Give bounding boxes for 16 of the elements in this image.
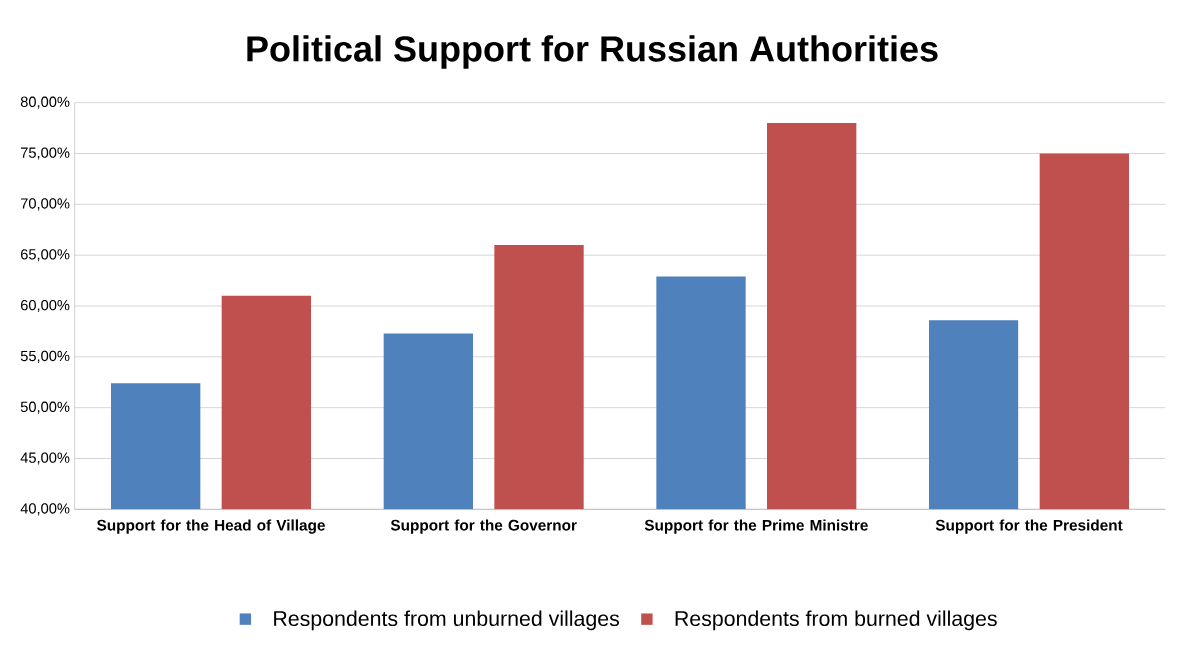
y-tick-label: 60,00%: [20, 299, 70, 313]
y-tick-label: 70,00%: [20, 198, 70, 211]
x-tick-label: Support for the President: [935, 519, 1123, 534]
legend-label: Respondents from burned villages: [675, 610, 997, 631]
x-tick-label: Support for the Governor: [390, 519, 577, 534]
y-tick-label: 80,00%: [20, 96, 70, 109]
x-tick-label: Support for the Prime Ministre: [644, 519, 868, 534]
x-tick-label: Support for the Head of Village: [97, 519, 325, 534]
y-tick-label: 75,00%: [20, 147, 70, 160]
y-tick-label: 50,00%: [20, 401, 70, 414]
chart-title: Political Support for Russian Authorities: [247, 35, 938, 69]
legend-label: Respondents from unburned villages: [274, 610, 620, 631]
y-tick-label: 45,00%: [20, 452, 70, 465]
y-tick-label: 65,00%: [20, 249, 70, 262]
y-tick-label: 40,00%: [20, 503, 70, 516]
y-tick-label: 55,00%: [20, 350, 70, 363]
